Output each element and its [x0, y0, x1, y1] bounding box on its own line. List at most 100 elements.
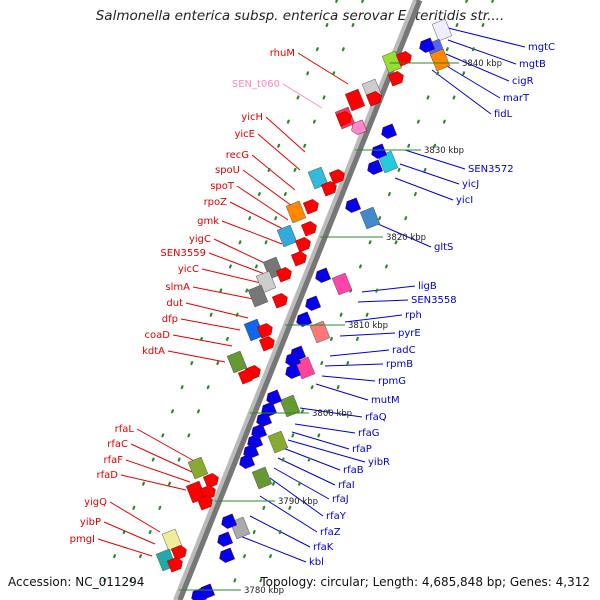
reverse-gene-arrow	[191, 587, 207, 600]
reverse-gene-arrow	[221, 513, 237, 529]
forward-gene-arrow	[396, 51, 412, 67]
label-leader	[257, 133, 301, 171]
reverse-gene-label: rfaK	[313, 542, 334, 553]
label-leader	[324, 363, 384, 367]
forward-gene-arrow	[238, 369, 254, 385]
label-leader	[239, 535, 307, 563]
label-leader	[339, 332, 396, 337]
label-leader	[404, 149, 466, 170]
reverse-gene-label: rfaZ	[320, 527, 341, 538]
reverse-gene-arrow	[256, 411, 272, 427]
reverse-gene-label: yicJ	[462, 179, 479, 190]
reverse-gene-arrow	[266, 389, 282, 405]
label-leader	[357, 299, 409, 303]
forward-gene-label: yigC	[189, 234, 211, 245]
reverse-gene-box	[431, 18, 453, 42]
label-leader	[291, 431, 350, 450]
label-leader	[377, 223, 432, 248]
forward-gene-label: recG	[226, 150, 249, 161]
scale-label: 3830 kbp	[424, 146, 464, 156]
reverse-gene-label: kbl	[309, 557, 324, 568]
forward-gene-box	[276, 224, 298, 248]
reverse-gene-box	[279, 394, 301, 418]
label-leader	[297, 52, 349, 85]
label-leader	[130, 443, 193, 473]
backbone-shadow	[175, 0, 423, 600]
reverse-gene-arrow	[217, 531, 233, 547]
forward-gene-label: spoU	[215, 165, 240, 176]
reverse-gene-arrow	[305, 295, 321, 311]
label-leader	[97, 538, 153, 557]
forward-gene-label: pmgI	[70, 534, 95, 545]
forward-gene-arrow	[329, 169, 345, 185]
scale-label: 3840 kbp	[462, 59, 502, 69]
scale-label: 3810 kbp	[348, 321, 388, 331]
label-leader	[192, 286, 259, 301]
label-leader	[321, 375, 376, 382]
label-leader	[394, 177, 454, 201]
forward-gene-label: coaD	[145, 330, 171, 341]
forward-gene-arrow	[167, 557, 183, 573]
label-leader	[229, 201, 286, 231]
forward-gene-arrow	[259, 336, 275, 352]
label-leader	[167, 350, 226, 363]
label-leader	[294, 423, 356, 434]
forward-gene-arrow	[388, 71, 404, 87]
reverse-gene-label: yibR	[368, 457, 390, 468]
topology-text: Topology: circular; Length: 4,685,848 bp…	[260, 575, 590, 589]
label-leader	[439, 61, 501, 99]
reverse-gene-arrow	[285, 351, 301, 367]
scale-label: 3800 kbp	[312, 409, 352, 419]
reverse-gene-label: rph	[405, 310, 422, 321]
forward-gene-label: yibP	[80, 517, 101, 528]
reverse-gene-label: rfaI	[338, 480, 355, 491]
reverse-gene-arrow	[239, 453, 255, 469]
label-leader	[445, 53, 510, 82]
label-leader	[120, 474, 187, 491]
label-leader	[221, 220, 283, 245]
forward-gene-label: SEN_t060	[232, 79, 280, 90]
reverse-gene-arrow	[315, 267, 331, 283]
forward-gene-arrow	[276, 267, 292, 283]
reverse-gene-box	[309, 320, 331, 344]
forward-gene-box	[247, 284, 269, 308]
forward-gene-arrow	[291, 251, 307, 267]
forward-gene-arrow	[301, 221, 317, 237]
forward-gene-arrow	[336, 111, 352, 127]
forward-gene-label: spoT	[210, 181, 235, 192]
accession-text: Accession: NC_011294	[8, 575, 145, 589]
label-leader	[259, 495, 318, 533]
reverse-gene-arrow	[367, 159, 383, 175]
reverse-gene-arrow	[285, 363, 301, 379]
forward-gene-label: rfaD	[97, 470, 119, 481]
label-leader	[125, 459, 191, 483]
reverse-gene-label: rfaJ	[332, 494, 349, 505]
label-leader	[242, 169, 293, 207]
reverse-gene-arrow	[219, 547, 235, 563]
forward-gene-label: yicE	[234, 129, 255, 140]
reverse-gene-label: rfaG	[358, 428, 380, 439]
forward-gene-box	[344, 88, 366, 112]
forward-gene-label: kdtA	[142, 346, 165, 357]
label-leader	[277, 457, 336, 486]
forward-gene-arrow	[303, 199, 319, 215]
label-leader	[431, 69, 492, 115]
reverse-gene-box	[267, 430, 289, 454]
forward-gene-arrow	[197, 495, 213, 511]
label-leader	[344, 314, 403, 323]
reverse-gene-label: rfaY	[326, 511, 347, 522]
label-leader	[201, 268, 266, 285]
rna-gene-arrow	[351, 119, 367, 135]
reverse-gene-label: marT	[503, 93, 530, 104]
reverse-gene-label: fidL	[494, 109, 513, 120]
map-title: Salmonella enterica subsp. enterica sero…	[95, 8, 505, 24]
forward-gene-arrow	[366, 91, 382, 107]
reverse-gene-label: rpmB	[386, 359, 413, 370]
reverse-gene-label: rfaB	[343, 465, 364, 476]
label-leader	[180, 318, 241, 331]
forward-gene-box	[226, 350, 248, 374]
reverse-gene-label: pyrE	[398, 328, 421, 339]
forward-gene-label: dut	[166, 298, 183, 309]
label-leader	[287, 439, 366, 463]
label-leader	[208, 252, 271, 277]
